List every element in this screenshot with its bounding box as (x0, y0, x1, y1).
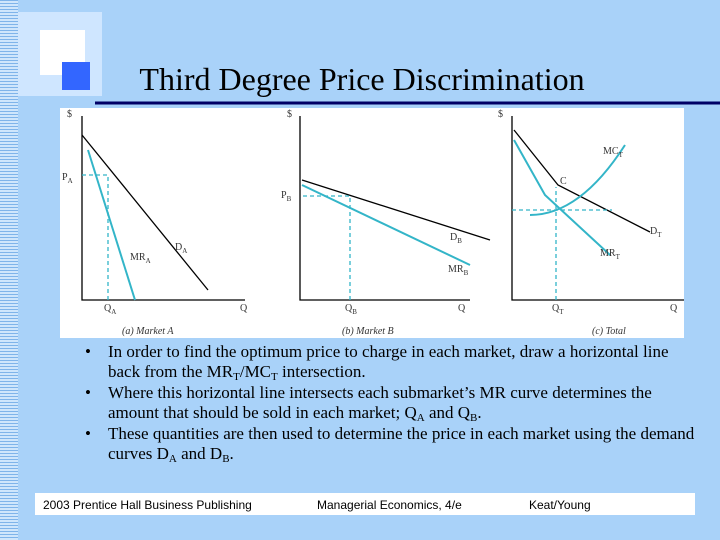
side-pattern (0, 0, 18, 540)
footer-right: Keat/Young (529, 498, 591, 512)
bullet: Where this horizontal line intersects ea… (82, 383, 702, 424)
slide-title: Third Degree Price Discrimination (139, 61, 584, 97)
figure-curves (81, 116, 684, 301)
panel-caption: (c) Total (592, 326, 626, 337)
price-label: PA (62, 172, 73, 185)
axis-label: $ (287, 109, 292, 120)
footer-left: 2003 Prentice Hall Business Publishing (43, 498, 252, 512)
mc-label: MCT (603, 146, 624, 159)
axis-label: Q (458, 303, 466, 314)
mr-label: MRB (448, 264, 469, 277)
panel-caption: (a) Market A (122, 326, 174, 337)
footer-center: Managerial Economics, 4/e (317, 498, 462, 512)
mr-label: MRT (600, 248, 621, 261)
axis-label: Q (240, 303, 248, 314)
axis-label: $ (67, 109, 72, 120)
axis-label: $ (498, 109, 503, 120)
mr-label: MRA (130, 252, 151, 265)
bullet-list: In order to find the optimum price to ch… (82, 342, 702, 465)
demand-label: DB (450, 232, 462, 245)
quantity-label: QA (104, 303, 116, 316)
footer: 2003 Prentice Hall Business Publishing M… (35, 493, 695, 515)
deco-square (62, 62, 90, 90)
demand-label: DA (175, 242, 187, 255)
figure-labels: $ PA MRA DA QA Q (a) Market A $ PB MRB D… (62, 109, 678, 337)
quantity-label: QB (345, 303, 357, 316)
quantity-label: QT (552, 303, 564, 316)
bullet: These quantities are then used to determ… (82, 424, 702, 465)
bullet: In order to find the optimum price to ch… (82, 342, 702, 383)
price-label: PB (281, 190, 292, 203)
panel-caption: (b) Market B (342, 326, 394, 337)
point-label: C (560, 176, 567, 187)
demand-label: DT (650, 226, 662, 239)
axis-label: Q (670, 303, 678, 314)
